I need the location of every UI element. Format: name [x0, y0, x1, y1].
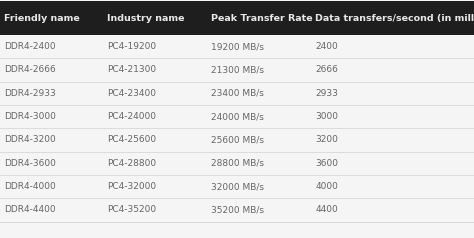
Bar — [0, 58, 474, 82]
Bar — [0, 175, 474, 198]
Text: DDR4-2400: DDR4-2400 — [4, 42, 55, 51]
Text: 3000: 3000 — [315, 112, 338, 121]
Text: 32000 MB/s: 32000 MB/s — [211, 182, 264, 191]
Bar — [0, 105, 474, 128]
Text: DDR4-3000: DDR4-3000 — [4, 112, 55, 121]
Text: Industry name: Industry name — [107, 14, 184, 23]
Text: 4400: 4400 — [315, 205, 338, 214]
Text: 28800 MB/s: 28800 MB/s — [211, 159, 264, 168]
Text: 25600 MB/s: 25600 MB/s — [211, 135, 264, 144]
Text: 3200: 3200 — [315, 135, 338, 144]
Text: DDR4-2933: DDR4-2933 — [4, 89, 55, 98]
Text: PC4-24000: PC4-24000 — [107, 112, 155, 121]
Text: PC4-28800: PC4-28800 — [107, 159, 156, 168]
Text: DDR4-3600: DDR4-3600 — [4, 159, 55, 168]
Bar — [0, 152, 474, 175]
Bar — [0, 82, 474, 105]
Text: 3600: 3600 — [315, 159, 338, 168]
Text: Friendly name: Friendly name — [4, 14, 80, 23]
Bar — [0, 128, 474, 152]
Text: DDR4-4400: DDR4-4400 — [4, 205, 55, 214]
Text: PC4-21300: PC4-21300 — [107, 65, 156, 74]
Text: 2933: 2933 — [315, 89, 338, 98]
Text: 23400 MB/s: 23400 MB/s — [211, 89, 264, 98]
Text: PC4-25600: PC4-25600 — [107, 135, 156, 144]
Text: 21300 MB/s: 21300 MB/s — [211, 65, 264, 74]
Text: 19200 MB/s: 19200 MB/s — [211, 42, 264, 51]
Text: Data transfers/second (in millions): Data transfers/second (in millions) — [315, 14, 474, 23]
Text: 4000: 4000 — [315, 182, 338, 191]
Text: PC4-19200: PC4-19200 — [107, 42, 156, 51]
Text: Peak Transfer Rate: Peak Transfer Rate — [211, 14, 312, 23]
Bar — [0, 198, 474, 222]
Text: 2666: 2666 — [315, 65, 338, 74]
Text: DDR4-2666: DDR4-2666 — [4, 65, 55, 74]
Text: DDR4-3200: DDR4-3200 — [4, 135, 55, 144]
Bar — [0, 35, 474, 58]
Text: DDR4-4000: DDR4-4000 — [4, 182, 55, 191]
Text: PC4-35200: PC4-35200 — [107, 205, 156, 214]
Text: PC4-32000: PC4-32000 — [107, 182, 156, 191]
Text: 2400: 2400 — [315, 42, 338, 51]
Text: PC4-23400: PC4-23400 — [107, 89, 155, 98]
Bar — [0, 1, 474, 35]
Text: 35200 MB/s: 35200 MB/s — [211, 205, 264, 214]
Text: 24000 MB/s: 24000 MB/s — [211, 112, 264, 121]
